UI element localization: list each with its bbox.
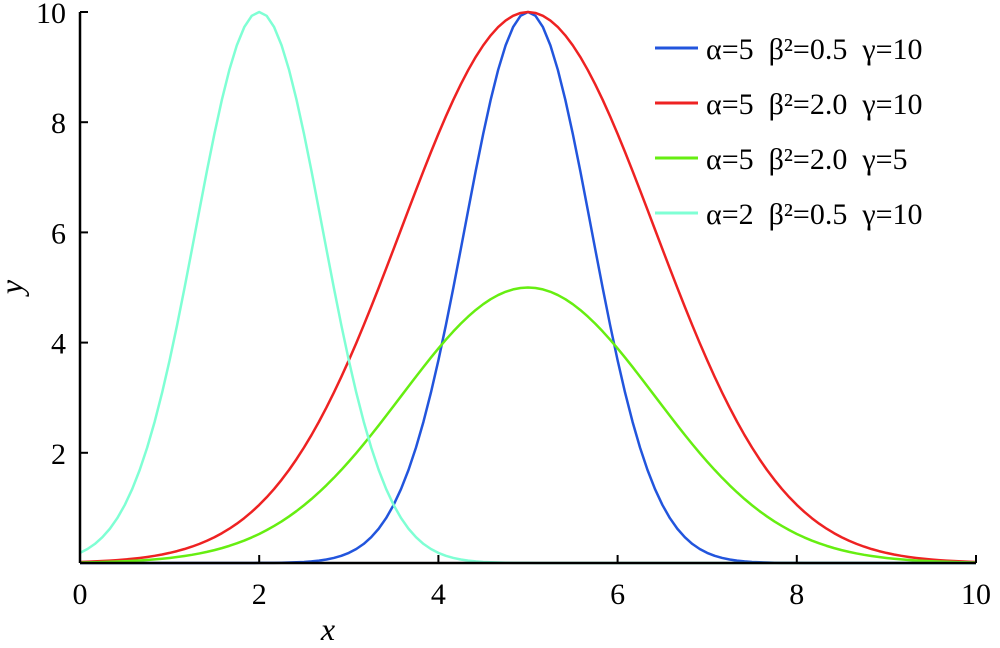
legend-label-4: α=2 β²=0.5 γ=10 [706,198,923,231]
series-line-2 [79,10,977,564]
x-tick-label: 6 [610,578,625,611]
y-tick-label: 8 [51,107,66,140]
x-tick-label: 4 [431,578,446,611]
y-tick-label: 4 [51,328,66,361]
x-tick-label: 10 [961,578,991,611]
series-line-3 [79,286,977,564]
x-tick-label: 2 [252,578,267,611]
legend: α=5 β²=0.5 γ=10 α=5 β²=2.0 γ=10 α=5 β²=2.0… [655,33,923,231]
y-tick-label: 6 [51,217,66,250]
x-tick-label: 8 [789,578,804,611]
x-tick-label: 0 [73,578,88,611]
legend-label-2: α=5 β²=2.0 γ=10 [706,88,923,121]
legend-label-3: α=5 β²=2.0 γ=5 [706,143,908,176]
y-tick-label: 10 [36,0,66,30]
y-axis-label: y [0,279,29,297]
legend-label-1: α=5 β²=0.5 γ=10 [706,33,923,66]
axes-layer: 0 2 4 6 8 10 2 4 6 8 10 [36,0,991,611]
y-tick-label: 2 [51,438,66,471]
x-axis-label: x [320,611,335,643]
